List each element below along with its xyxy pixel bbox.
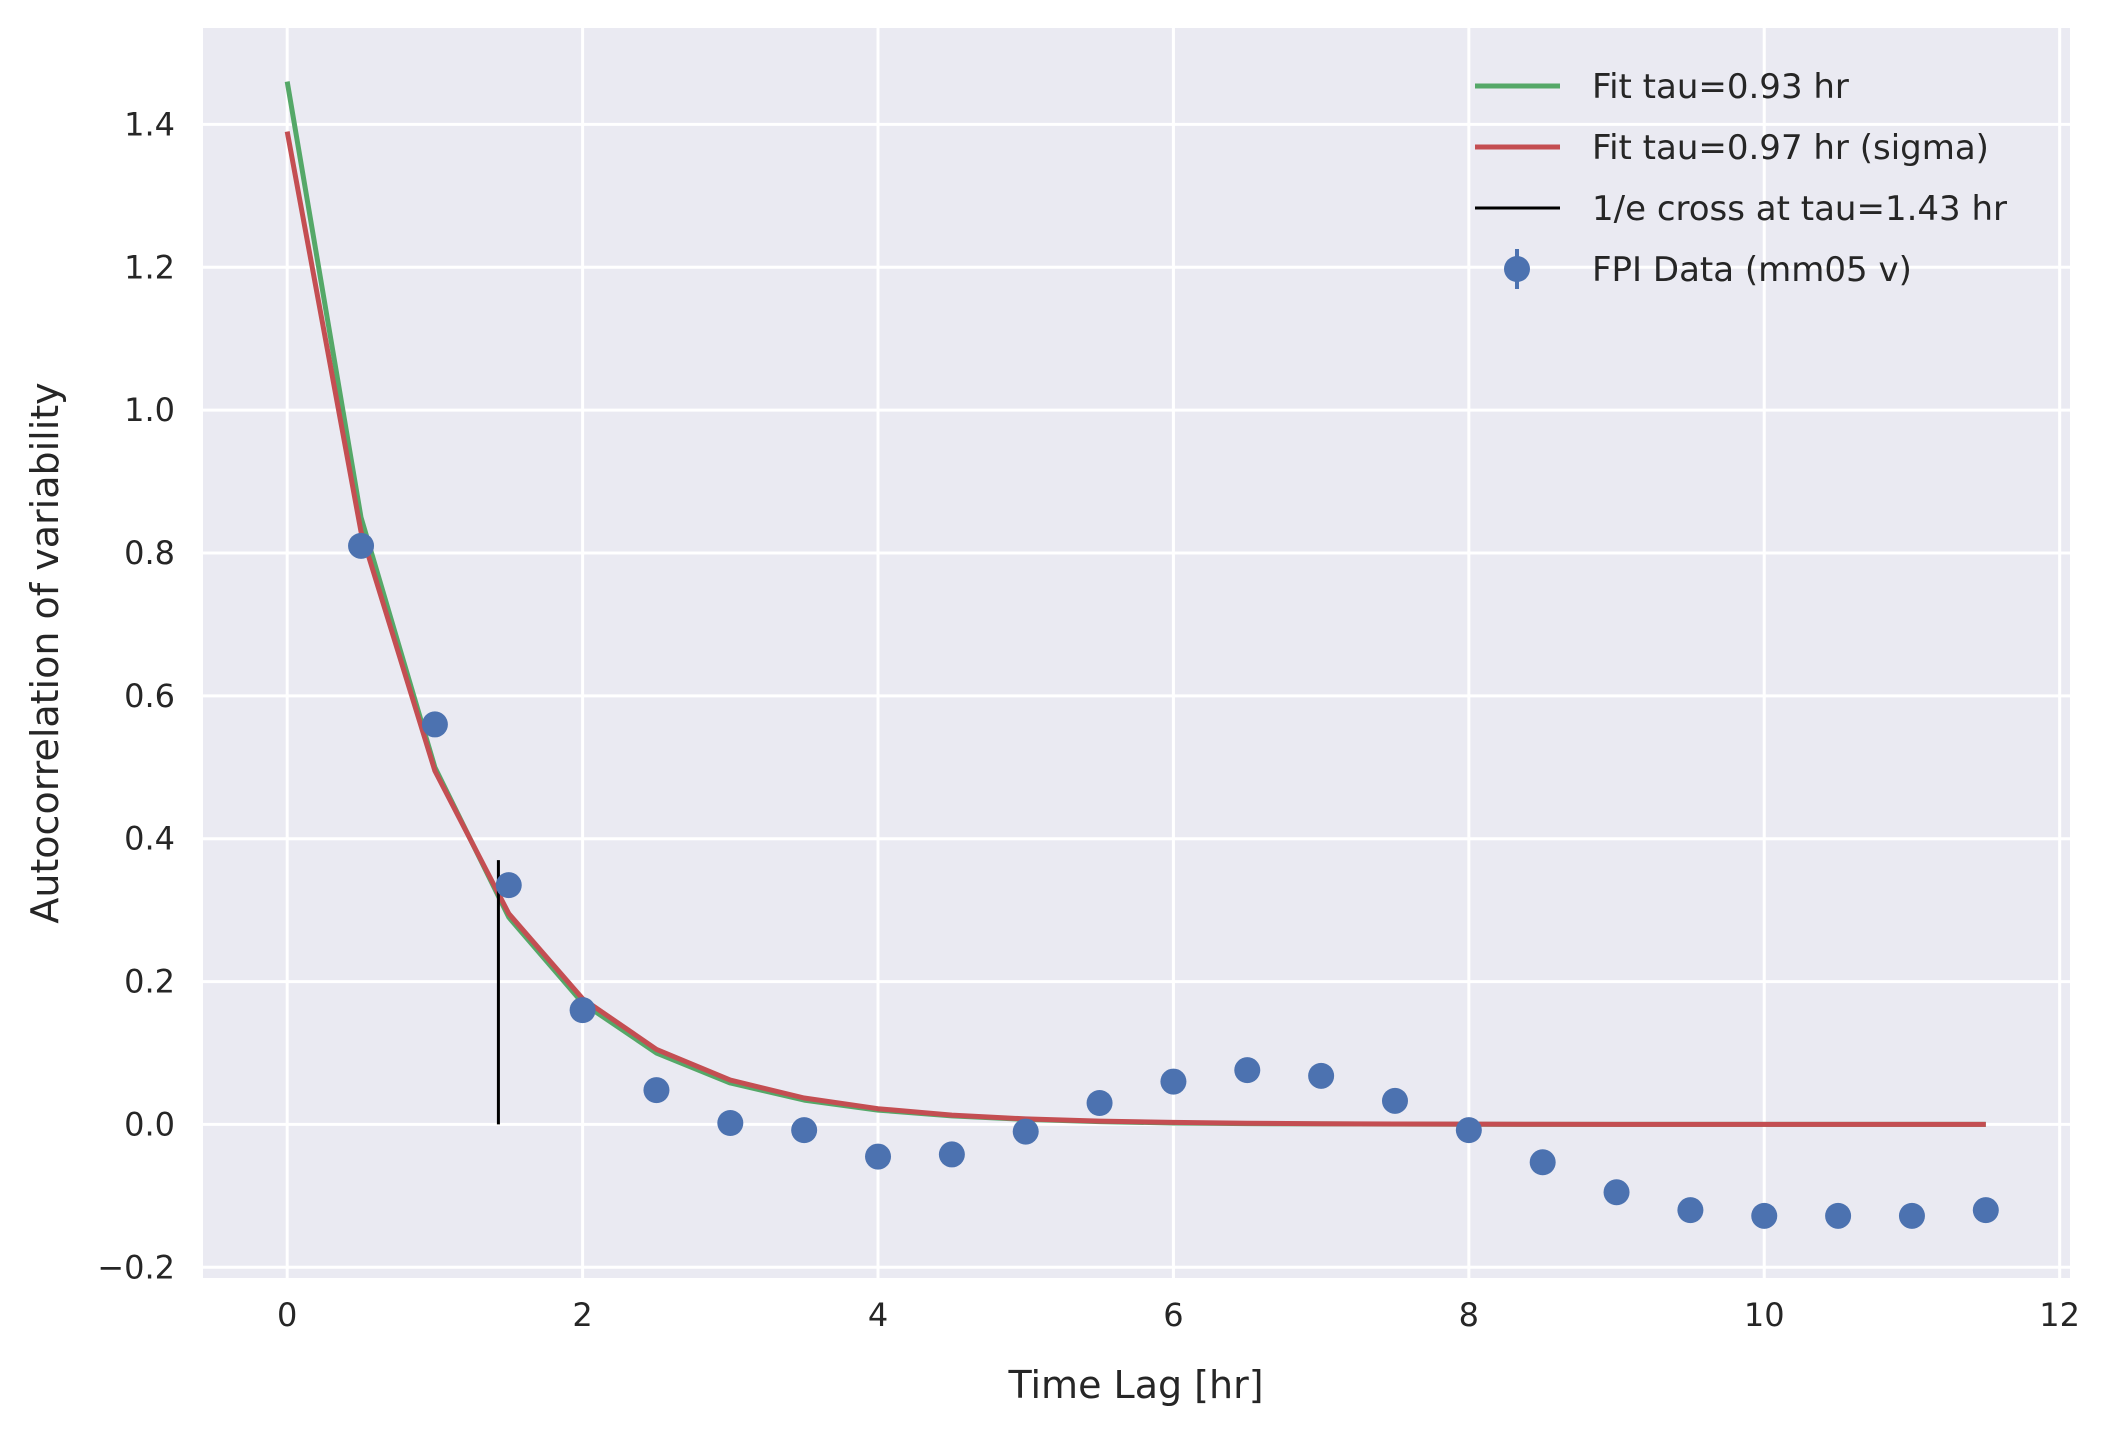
y-tick-label: 0.4: [124, 820, 175, 858]
data-point: [1012, 1118, 1039, 1145]
y-tick-label: 0.0: [124, 1105, 175, 1143]
data-point: [495, 872, 522, 899]
data-point: [348, 532, 375, 559]
y-tick-label: −0.2: [97, 1248, 175, 1286]
data-point: [1308, 1062, 1335, 1089]
x-tick-label: 6: [1163, 1296, 1183, 1334]
x-axis-label: Time Lag [hr]: [1007, 1363, 1263, 1407]
data-point: [1086, 1090, 1113, 1116]
data-point: [569, 997, 596, 1024]
y-axis-label: Autocorrelation of variability: [23, 382, 67, 923]
legend-marker-swatch: [1504, 256, 1530, 282]
data-point: [643, 1077, 670, 1104]
legend-entry-label: FPI Data (mm05 v): [1592, 250, 1912, 290]
data-point: [1825, 1202, 1852, 1229]
x-tick-label: 12: [2039, 1296, 2080, 1334]
grid: [203, 28, 2070, 1278]
x-tick-label: 8: [1459, 1296, 1479, 1334]
legend: Fit tau=0.93 hr Fit tau=0.97 hr (sigma) 1/…: [1475, 67, 2007, 290]
data-point: [1160, 1068, 1187, 1095]
legend-entry-label: Fit tau=0.93 hr: [1592, 67, 1849, 107]
plot-area: [203, 28, 2070, 1278]
data-point: [1381, 1087, 1408, 1114]
data-point: [865, 1143, 892, 1170]
legend-entry-label: Fit tau=0.97 hr (sigma): [1592, 128, 1989, 168]
data-point: [1529, 1149, 1556, 1176]
y-tick-label: 0.6: [124, 677, 175, 715]
x-tick-label: 10: [1744, 1296, 1785, 1334]
series-line: [284, 131, 1986, 1127]
data-point: [1677, 1197, 1704, 1224]
y-tick-label: 1.4: [124, 105, 175, 143]
data-point: [791, 1117, 818, 1144]
data-point: [717, 1110, 744, 1136]
legend-entry-label: 1/e cross at tau=1.43 hr: [1592, 189, 2007, 229]
y-tick-label: 0.8: [124, 534, 175, 572]
x-tick-label: 4: [868, 1296, 888, 1334]
y-tick-label: 1.0: [124, 391, 175, 429]
x-tick-label: 0: [277, 1296, 297, 1334]
data-point: [1898, 1202, 1925, 1229]
x-tick-label: 2: [572, 1296, 592, 1334]
y-tick-label: 1.2: [124, 248, 175, 286]
data-point: [1234, 1057, 1261, 1084]
data-point: [421, 711, 448, 738]
y-tick-label: 0.2: [124, 963, 175, 1001]
data-point: [1751, 1202, 1778, 1229]
data-point: [1972, 1197, 1999, 1224]
data-point: [938, 1141, 965, 1168]
series-layer: [284, 81, 1999, 1229]
data-point: [1603, 1179, 1630, 1206]
data-point: [1455, 1117, 1482, 1144]
ticks: 0 2 4 6 8 10 12 −0.2 0.0 0.2 0.4 0.6 0.8 1.0 1.2 1.4: [97, 105, 2080, 1334]
